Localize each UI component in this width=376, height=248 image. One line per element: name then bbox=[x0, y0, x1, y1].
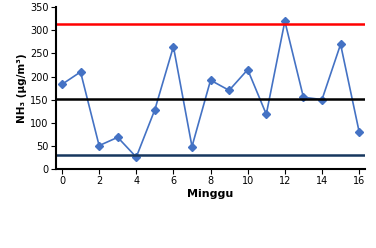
Y-axis label: NH₃ (μg/m³): NH₃ (μg/m³) bbox=[17, 53, 27, 123]
X-axis label: Minggu: Minggu bbox=[187, 189, 234, 199]
